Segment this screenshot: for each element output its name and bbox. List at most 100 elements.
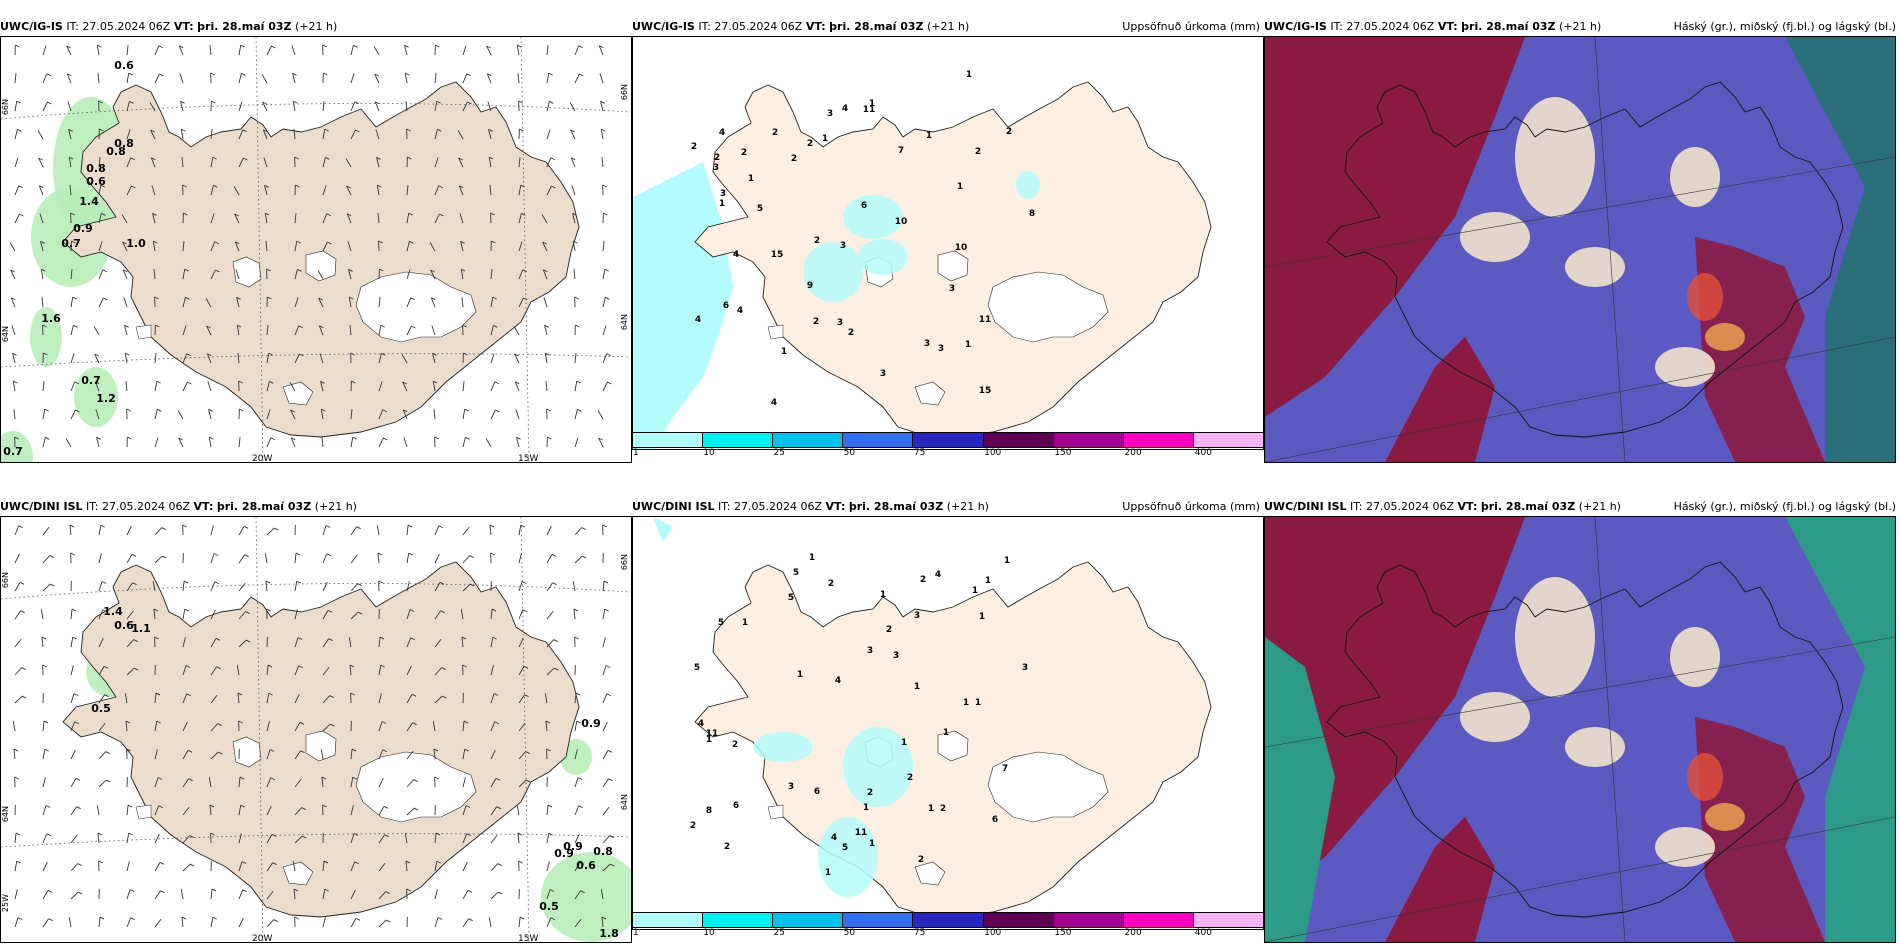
precip-value: 3 [837,318,843,328]
wind-barb-flag [77,863,82,866]
precip-title: Uppsöfnuð úrkoma (mm) [1122,20,1260,33]
wind-barb-flag [517,44,522,48]
wind-area [74,367,118,427]
wind-barb-flag [210,832,215,836]
colorbar-swatch [843,913,914,927]
wind-barb-flag [290,409,295,413]
wind-barb-flag [239,776,245,780]
wind-barb-flag [404,44,409,48]
colorbar-label: 1 [633,928,639,938]
wind-barb-flag [182,184,187,188]
wind-barb [14,101,18,112]
wind-barb-flag [183,580,189,584]
wind-barb-flag [577,408,582,412]
wind-barb-flag [211,100,216,104]
wind-barb-flag [150,129,155,133]
wind-barb [266,45,272,56]
lat-label-66n-left: 66N [1,99,10,116]
wind-barb-flag [291,437,296,441]
wind-barb [98,269,104,280]
wind-barb [518,694,525,704]
map-frame[interactable]: 3 1 1 6 1 2 1 2 4 2 3 6 2 1 4 8 3 15 10 9 3 4 11 15 3 7 1 2 2 10 11 3 4 3… [632,36,1264,450]
wind-barb [40,241,44,252]
wind-barb-flag [161,555,167,559]
wind-barb-flag [378,240,383,244]
wind-barb-flag [271,833,277,837]
wind-barb [294,835,303,844]
precip-value: 1 [869,839,875,849]
wind-value: 0.9 [73,222,93,235]
precip-value: 7 [1002,764,1008,774]
wind-barb-flag [523,297,528,301]
wind-barb [404,833,408,844]
wind-barb-flag [158,805,163,809]
wind-barb-flag [325,156,330,160]
wind-barb [123,297,128,308]
wind-barb [434,889,438,900]
wind-barb-flag [43,720,49,724]
map-frame[interactable]: 1 1 1 4 1 1 1 2 1 5 3 6 3 4 5 4 2 3 2 5 11 6 2 5 6 1 1 11 1 7 1 2 8 5 2 3 2 2… [632,516,1264,930]
map-frame[interactable] [1264,516,1896,943]
wind-barb-flag [160,890,165,894]
wind-barb-flag [463,352,468,356]
wind-barb-flag [131,185,136,189]
wind-barb [542,241,548,252]
wind-barb [70,721,76,732]
wind-value: 0.6 [114,619,134,632]
wind-barb-flag [12,352,17,356]
wind-barb-flag [322,44,327,48]
wind-barb [14,582,21,592]
wind-barb-flag [520,184,525,188]
wind-barb-flag [125,352,130,356]
wind-barb [182,609,186,620]
wind-barb [292,861,296,872]
map-frame[interactable]: 0.6 0.8 0.8 0.8 0.6 1.4 0.9 0.7 1.0 1.6 0.7 1.2 0.7 [0,36,632,463]
wind-barb [459,213,464,224]
cloud-low-layer [1265,637,1335,942]
wind-barb [98,722,106,732]
map-frame[interactable]: 1.4 0.6 1.1 0.5 0.9 0.9 0.9 0.8 0.6 0.5 1.8 [0,516,632,943]
wind-barb [349,665,352,676]
wind-barb-flag [124,324,129,328]
wind-barb-flag [549,100,554,104]
precip-value: 2 [920,575,926,585]
wind-barb [406,297,412,308]
wind-barb [318,297,324,308]
wind-barb-flag [213,553,219,556]
wind-barb [294,778,302,788]
wind-barb [153,609,156,620]
wind-barb-flag [299,721,305,725]
wind-barb-flag [181,916,187,920]
wind-barb-flag [357,583,362,586]
clear-land [1515,577,1595,697]
precip-value: 1 [863,803,869,813]
wind-barb-flag [458,157,463,161]
wind-barb [378,721,383,732]
wind-barb [126,45,129,56]
precip-title: Uppsöfnuð úrkoma (mm) [1122,500,1260,513]
wind-barb [294,213,297,224]
wind-barb-flag [521,212,526,216]
wind-barb-flag [132,582,137,586]
wind-barb [348,637,352,648]
precip-value: 15 [979,386,992,396]
wind-barb [238,73,242,84]
wind-barb [378,749,384,760]
wind-barb [406,694,413,704]
map-frame[interactable] [1264,36,1896,463]
wind-barb [294,693,300,704]
wind-barb [14,638,22,648]
wind-barb-flag [324,128,329,132]
wind-barb-flag [153,608,159,612]
wind-barb [70,806,77,816]
wind-barb [602,353,608,364]
wind-barb [322,610,329,620]
wind-barb-flag [489,524,495,528]
wind-barb [490,863,499,872]
clear-land [1655,827,1715,867]
wind-barb [574,890,581,900]
wind-barb-flag [70,212,75,216]
wind-barb [70,637,74,648]
wind-barb-flag [213,184,218,188]
wind-barb-flag [329,695,334,698]
